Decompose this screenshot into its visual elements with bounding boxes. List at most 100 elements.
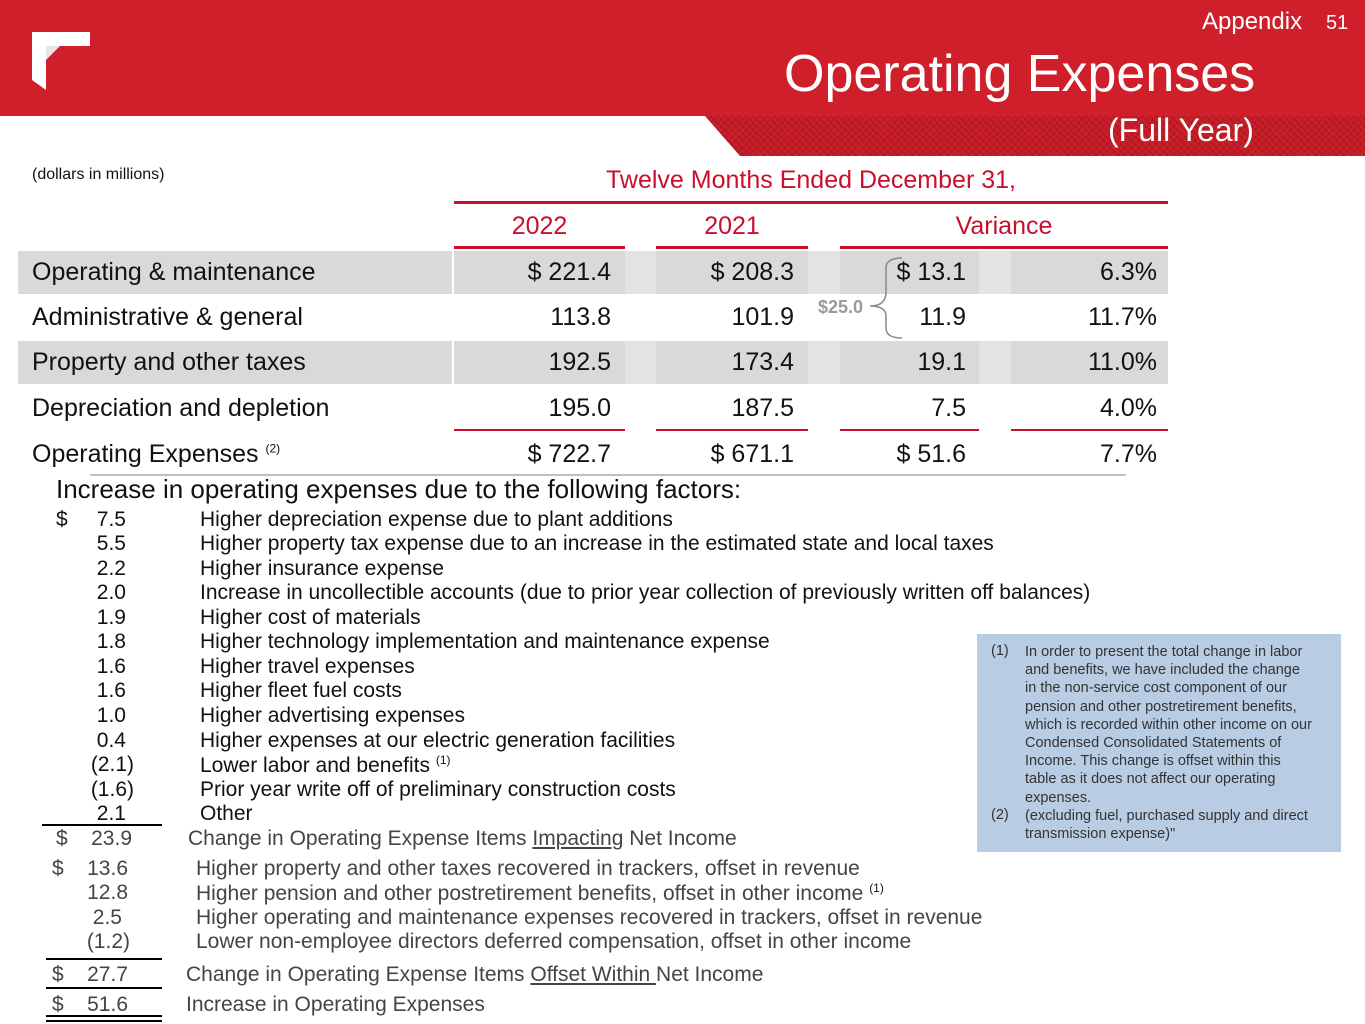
brace-note: $25.0 (818, 297, 864, 317)
cell-2022: 192.5 (548, 348, 611, 376)
factor-text: Higher travel expenses (200, 655, 415, 678)
total-rule (1011, 429, 1168, 431)
footnote-ref: (1) (435, 753, 451, 767)
footnote-line: in the non-service cost component of our (1025, 680, 1287, 697)
factor-amount: 0.4 (96, 729, 126, 752)
subtotal-text: Net Income (656, 963, 764, 986)
factors-title: Increase in operating expenses due to th… (56, 474, 742, 504)
currency-symbol: $ (56, 827, 68, 850)
footnote-ref: (1) (869, 881, 884, 895)
footnote-line: table as it does not affect our operatin… (1025, 771, 1276, 788)
cell-divider (808, 341, 840, 384)
factor-text: Higher expenses at our electric generati… (200, 729, 676, 752)
cell-divider (979, 341, 1011, 384)
total-2021: $ 671.1 (710, 440, 794, 468)
factor-amount: 2.1 (96, 802, 126, 825)
section-label: Appendix (1202, 8, 1303, 35)
offset-text: Higher operating and maintenance expense… (196, 906, 983, 929)
table-bottom-rule (90, 474, 1126, 476)
factor-text: Higher insurance expense (200, 557, 444, 580)
row-shading (18, 341, 1168, 384)
total-rule (656, 429, 808, 431)
factor-amount: 7.5 (96, 508, 126, 531)
offset-text: Higher property and other taxes recovere… (196, 857, 860, 880)
footnote-line: and benefits, we have included the chang… (1025, 662, 1300, 679)
subtotal-offset-label: Change in Operating Expense Items Offset… (186, 963, 763, 987)
factor-text: Higher property tax expense due to an in… (200, 532, 994, 555)
factor-text: Higher advertising expenses (200, 704, 465, 727)
footnote-line: Condensed Consolidated Statements of (1025, 735, 1282, 752)
page-subtitle: (Full Year) (1108, 112, 1254, 148)
subtotal-text: Net Income (623, 827, 737, 850)
cell-variance-amount: 7.5 (931, 394, 966, 422)
total-label: Operating Expenses (2) (32, 440, 280, 469)
factor-text: Other (200, 802, 253, 825)
header-band-cutout (0, 116, 740, 156)
subtotal-rule (46, 987, 162, 989)
column-header-2022: 2022 (511, 212, 568, 240)
total-rule (840, 429, 979, 431)
brace-icon (869, 257, 903, 339)
column-underline (656, 246, 808, 249)
column-header-2021: 2021 (704, 212, 760, 240)
subtotal-rule (46, 958, 162, 960)
cell-divider (808, 251, 840, 294)
factor-amount: 5.5 (96, 532, 126, 555)
cell-divider (625, 341, 656, 384)
company-logo-icon (32, 32, 90, 90)
cell-variance-amount: $ 13.1 (896, 258, 966, 286)
footnote-ref: (2) (265, 441, 281, 456)
factor-amount: (1.6) (90, 778, 134, 801)
row-shading (18, 251, 1168, 294)
cell-divider (979, 251, 1011, 294)
row-label: Administrative & general (32, 303, 303, 331)
footnote-line: transmission expense)" (1025, 826, 1176, 843)
row-label: Depreciation and depletion (32, 394, 330, 422)
factor-text: Higher technology implementation and mai… (200, 630, 770, 653)
factor-text: Lower labor and benefits (1) (200, 753, 451, 778)
cell-2022: $ 221.4 (527, 258, 611, 286)
page-number: 51 (1326, 12, 1349, 34)
factor-amount: (2.1) (90, 753, 134, 776)
footnote-number: (2) (991, 807, 1009, 823)
cell-divider (452, 341, 454, 384)
footnote-line: pension and other postretirement benefit… (1025, 698, 1297, 715)
period-header: Twelve Months Ended December 31, (606, 166, 1016, 194)
factor-amount: 1.0 (96, 704, 126, 727)
offset-text: Lower non-employee directors deferred co… (196, 930, 912, 953)
currency-symbol: $ (52, 857, 64, 880)
cell-variance-percent: 11.0% (1087, 348, 1157, 376)
factor-amount: 1.6 (96, 679, 126, 702)
grand-total-label: Increase in Operating Expenses (186, 993, 485, 1016)
footnote-2: (excluding fuel, purchased supply and di… (1025, 807, 1308, 843)
header-banner (0, 0, 1365, 116)
factor-text: Increase in uncollectible accounts (due … (200, 581, 1091, 604)
column-underline (454, 246, 625, 249)
cell-2021: $ 208.3 (710, 258, 794, 286)
factor-text: Higher cost of materials (200, 606, 421, 629)
cell-variance-percent: 4.0% (1100, 394, 1157, 422)
subtotal-emphasis: Offset Within (530, 963, 657, 986)
period-underline (454, 201, 1168, 204)
subtotal-impacting-label: Change in Operating Expense Items Impact… (188, 827, 737, 851)
offset-amount: 13.6 (87, 857, 128, 880)
subtotal-offset-amount: 27.7 (87, 963, 128, 986)
factor-text: Prior year write off of preliminary cons… (200, 778, 676, 801)
subtotal-rule (42, 824, 162, 826)
cell-2021: 187.5 (731, 394, 794, 422)
offset-amount: 12.8 (87, 881, 128, 904)
cell-2022: 195.0 (548, 394, 611, 422)
page-title: Operating Expenses (784, 45, 1256, 103)
cell-variance-percent: 6.3% (1100, 258, 1157, 286)
factor-text-label: Lower labor and benefits (200, 754, 430, 777)
subtotal-text: Change in Operating Expense Items (188, 827, 533, 850)
currency-symbol: $ (52, 993, 64, 1016)
offset-amount: 2.5 (92, 906, 122, 929)
footnote-1: In order to present the total change in … (1025, 643, 1312, 807)
cell-2021: 173.4 (731, 348, 794, 376)
column-header-variance: Variance (955, 212, 1053, 240)
cell-variance-percent: 11.7% (1087, 303, 1157, 331)
subtotal-emphasis: Impacting (532, 827, 624, 850)
currency-symbol: $ (56, 508, 68, 531)
cell-divider (452, 251, 454, 294)
